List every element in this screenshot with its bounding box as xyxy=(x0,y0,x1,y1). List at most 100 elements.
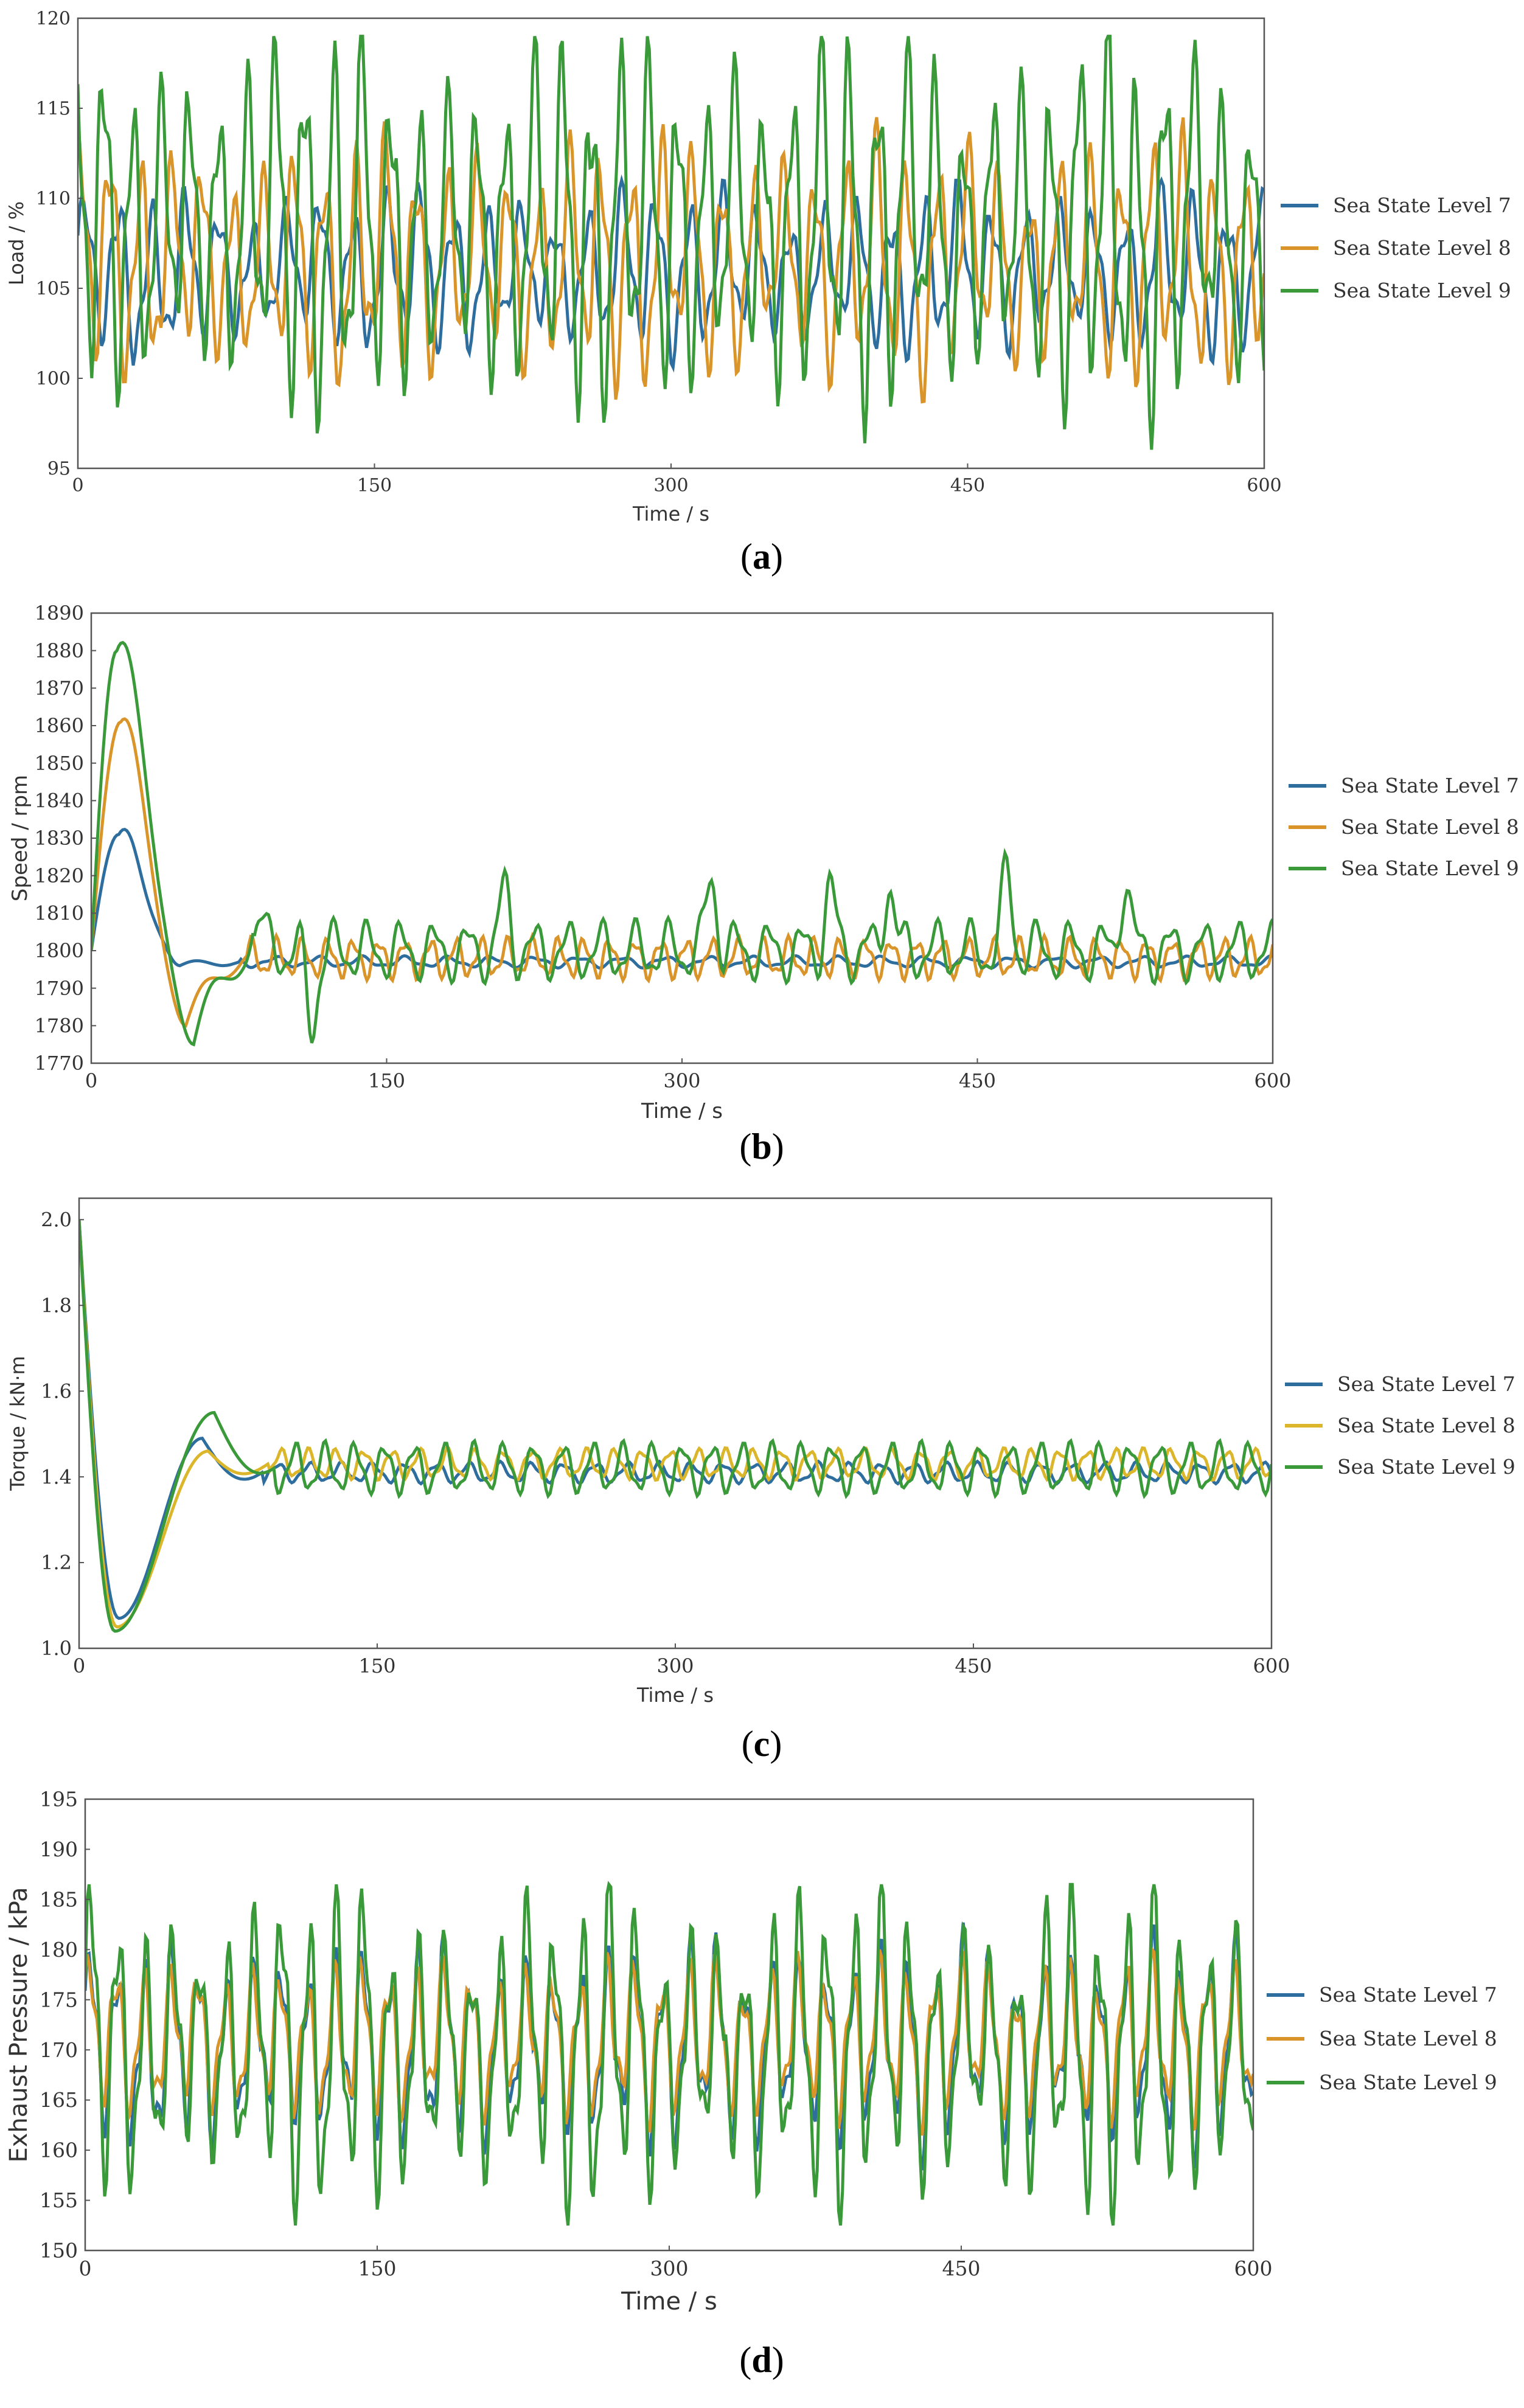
y-tick-label: 100 xyxy=(36,369,71,390)
x-axis-label: Time / s xyxy=(636,1684,714,1707)
y-tick-label: 1820 xyxy=(35,864,84,887)
legend-entry: Sea State Level 7 xyxy=(1337,1372,1515,1396)
y-tick-label: 190 xyxy=(40,1837,78,1861)
panel-paren-open: ( xyxy=(742,1724,754,1764)
x-tick-label: 0 xyxy=(79,2257,92,2280)
y-tick-label: 105 xyxy=(36,279,71,300)
chart-panel-c: 0 150 300 450 600 1.0 1.2 1.4 1.6 1.8 2.0 Time / s T… xyxy=(6,1197,1515,1764)
y-tick-label: 1870 xyxy=(35,677,84,700)
series-line-9 xyxy=(85,1881,1253,2226)
y-tick-label: 165 xyxy=(40,2088,78,2112)
y-tick-label: 1840 xyxy=(35,789,84,813)
x-tick-label: 600 xyxy=(1254,1069,1291,1092)
panel-paren-open: ( xyxy=(740,536,753,577)
series-line-7 xyxy=(79,1220,1272,1620)
y-tick-label: 1.4 xyxy=(41,1465,72,1488)
y-tick-label: 185 xyxy=(40,1887,78,1911)
y-tick-label: 1850 xyxy=(35,752,84,775)
y-axis-label: Load / % xyxy=(5,201,28,285)
panel-paren-close: ) xyxy=(772,2340,784,2380)
y-tick-label: 115 xyxy=(36,99,71,120)
panel-letter: d xyxy=(751,2340,771,2380)
y-tick-label: 160 xyxy=(40,2139,78,2162)
legend-entry: Sea State Level 8 xyxy=(1319,2027,1497,2050)
x-tick-label: 300 xyxy=(656,1654,694,1678)
panel-paren-open: ( xyxy=(739,1126,751,1167)
series-line-9 xyxy=(79,1220,1272,1633)
series-line-8 xyxy=(91,717,1273,1028)
panel-paren-open: ( xyxy=(739,2340,751,2380)
y-tick-label: 155 xyxy=(40,2188,78,2212)
panel-paren-close: ) xyxy=(771,536,783,577)
x-tick-label: 150 xyxy=(358,2257,397,2280)
x-tick-label: 150 xyxy=(357,475,392,496)
legend-entry: Sea State Level 7 xyxy=(1341,774,1519,797)
y-tick-label: 150 xyxy=(40,2239,78,2263)
legend-entry: Sea State Level 9 xyxy=(1337,1455,1515,1479)
legend-entry: Sea State Level 8 xyxy=(1337,1414,1515,1437)
y-tick-label: 1.6 xyxy=(41,1379,72,1403)
legend-entry: Sea State Level 9 xyxy=(1341,856,1519,880)
y-tick-label: 110 xyxy=(36,189,71,210)
x-tick-label: 0 xyxy=(85,1069,97,1092)
plot-frame xyxy=(78,1197,1273,1650)
chart-panel-a: 0 150 300 450 600 95 100 105 110 115 120 Time / s Lo… xyxy=(5,9,1511,577)
panel-letter: a xyxy=(753,536,771,577)
y-tick-label: 180 xyxy=(40,1938,78,1962)
y-tick-label: 1830 xyxy=(35,827,84,850)
legend-entry: Sea State Level 8 xyxy=(1341,815,1519,839)
chart-panel-b: 0 150 300 450 600 1770 1780 1790 1800 1810 1820 183… xyxy=(8,602,1519,1167)
x-tick-label: 0 xyxy=(72,475,83,496)
x-tick-label: 150 xyxy=(368,1069,405,1092)
y-tick-label: 175 xyxy=(40,1988,78,2011)
y-tick-label: 1780 xyxy=(35,1015,84,1038)
y-axis-label: Speed / rpm xyxy=(8,775,32,901)
y-tick-label: 195 xyxy=(40,1788,78,1811)
x-tick-label: 0 xyxy=(73,1654,85,1678)
series-line-9 xyxy=(91,640,1273,1047)
x-axis-label: Time / s xyxy=(621,2288,717,2316)
y-tick-label: 1810 xyxy=(35,902,84,925)
panel-letter: c xyxy=(754,1724,770,1764)
x-tick-label: 150 xyxy=(358,1654,395,1678)
y-tick-label: 120 xyxy=(36,9,71,30)
y-tick-label: 1800 xyxy=(35,939,84,962)
x-tick-label: 450 xyxy=(942,2257,981,2280)
x-tick-label: 600 xyxy=(1234,2257,1273,2280)
panel-label: (d) xyxy=(739,2340,784,2380)
y-tick-label: 1890 xyxy=(35,602,84,625)
legend-entry: Sea State Level 9 xyxy=(1319,2070,1497,2094)
y-tick-label: 1.8 xyxy=(41,1294,72,1317)
y-axis-label: Torque / kN·m xyxy=(6,1356,29,1491)
x-tick-label: 450 xyxy=(959,1069,996,1092)
x-tick-label: 300 xyxy=(650,2257,689,2280)
y-tick-label: 2.0 xyxy=(41,1208,72,1231)
x-tick-label: 450 xyxy=(955,1654,992,1678)
x-tick-label: 600 xyxy=(1253,1654,1290,1678)
x-axis-label: Time / s xyxy=(641,1099,723,1123)
panel-label: (c) xyxy=(742,1724,782,1764)
y-tick-label: 170 xyxy=(40,2038,78,2062)
series-line-8 xyxy=(79,1220,1272,1629)
x-tick-label: 450 xyxy=(950,475,985,496)
legend-entry: Sea State Level 8 xyxy=(1333,236,1511,260)
panel-label: (a) xyxy=(740,536,783,577)
x-tick-label: 300 xyxy=(653,475,688,496)
y-tick-label: 1790 xyxy=(35,977,84,1000)
y-tick-label: 95 xyxy=(47,459,71,480)
legend-entry: Sea State Level 7 xyxy=(1333,193,1511,217)
legend-entry: Sea State Level 9 xyxy=(1333,279,1511,302)
panel-letter: b xyxy=(751,1126,771,1167)
y-tick-label: 1860 xyxy=(35,714,84,737)
series-line-8 xyxy=(78,117,1264,404)
y-tick-label: 1770 xyxy=(35,1052,84,1075)
panel-paren-close: ) xyxy=(772,1126,784,1167)
panel-label: (b) xyxy=(739,1126,784,1167)
legend-entry: Sea State Level 7 xyxy=(1319,1983,1497,2007)
y-tick-label: 1.2 xyxy=(41,1551,72,1574)
y-tick-label: 1.0 xyxy=(41,1637,72,1660)
y-axis-label: Exhaust Pressure / kPa xyxy=(5,1887,33,2162)
plot-frame xyxy=(90,612,1274,1064)
panel-paren-close: ) xyxy=(770,1724,782,1764)
